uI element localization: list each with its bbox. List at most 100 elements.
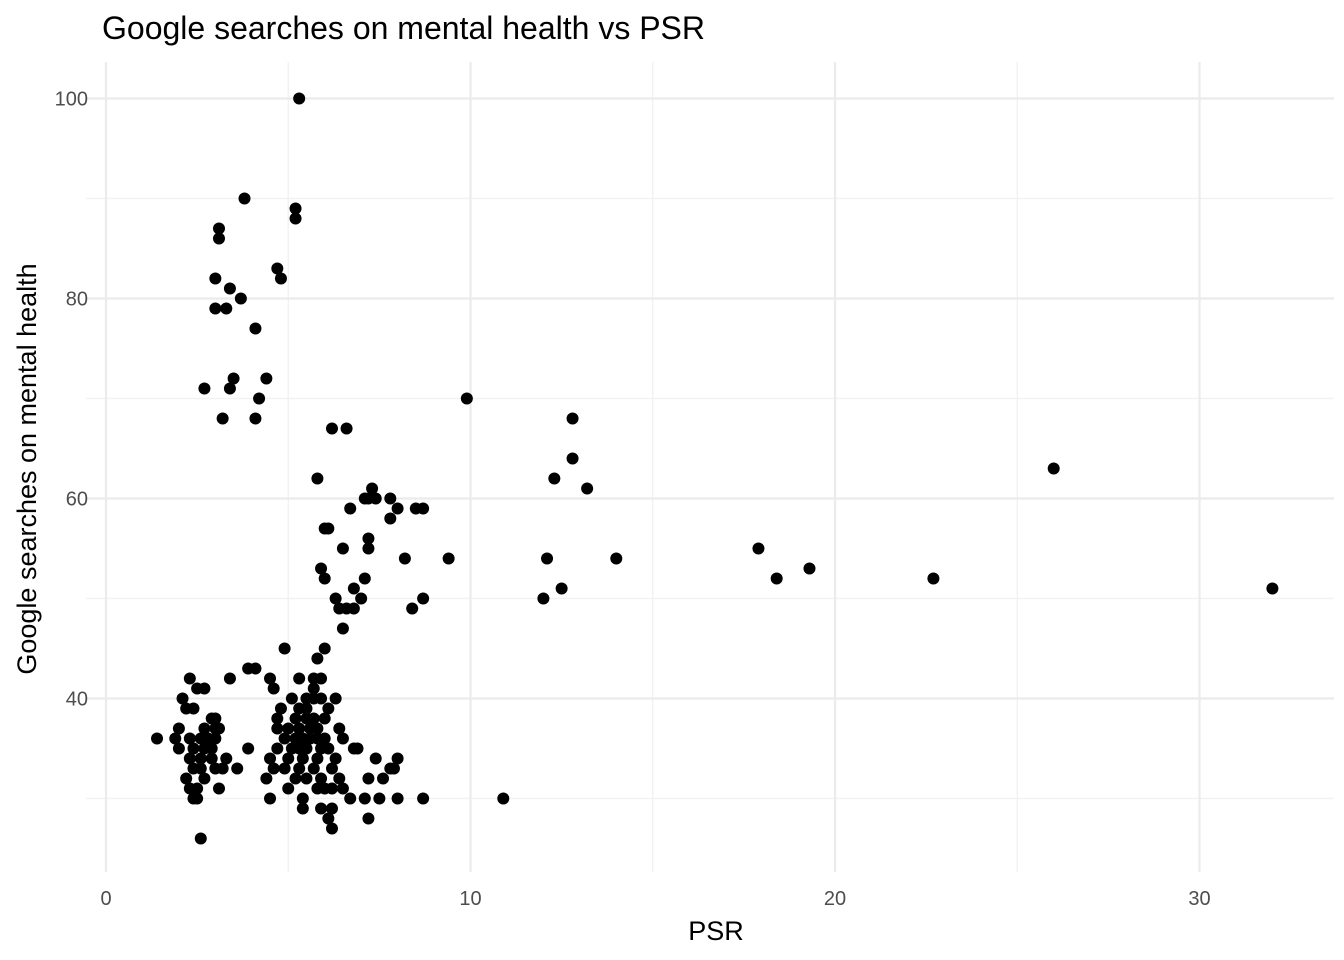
data-point — [271, 722, 284, 735]
data-point — [322, 522, 335, 535]
data-point — [151, 732, 164, 745]
data-point — [329, 692, 342, 705]
data-point — [169, 732, 182, 745]
data-points — [151, 92, 1279, 845]
data-point — [581, 482, 594, 495]
data-point — [373, 792, 386, 805]
data-point — [344, 502, 357, 515]
data-point — [770, 572, 783, 585]
data-point — [198, 722, 211, 735]
data-point — [391, 752, 404, 765]
data-point — [1266, 582, 1279, 595]
data-point — [318, 642, 331, 655]
data-point — [238, 192, 251, 205]
data-point — [209, 732, 222, 745]
data-point — [209, 302, 222, 315]
data-point — [336, 782, 349, 795]
data-point — [278, 732, 291, 745]
data-point — [220, 752, 233, 765]
y-axis-tick-labels: 40 60 80 100 — [55, 89, 88, 711]
data-point — [249, 322, 262, 335]
data-point — [311, 472, 324, 485]
data-point — [318, 732, 331, 745]
data-point — [212, 782, 225, 795]
data-point — [333, 722, 346, 735]
data-point — [406, 602, 419, 615]
data-point — [274, 272, 287, 285]
data-point — [285, 692, 298, 705]
data-point — [267, 762, 280, 775]
data-point — [325, 422, 338, 435]
data-point — [227, 372, 240, 385]
y-tick-label: 100 — [55, 89, 88, 111]
data-point — [391, 792, 404, 805]
data-point — [300, 772, 313, 785]
data-point — [289, 772, 302, 785]
data-point — [362, 492, 375, 505]
data-point — [460, 392, 473, 405]
data-point — [260, 772, 273, 785]
data-point — [296, 792, 309, 805]
data-point — [322, 812, 335, 825]
data-point — [307, 712, 320, 725]
data-point — [362, 532, 375, 545]
data-point — [300, 702, 313, 715]
x-tick-label: 10 — [459, 888, 481, 910]
x-tick-label: 30 — [1188, 888, 1210, 910]
data-point — [289, 212, 302, 225]
data-point — [300, 742, 313, 755]
data-point — [537, 592, 550, 605]
data-point — [329, 592, 342, 605]
data-point — [1047, 462, 1060, 475]
y-axis-title: Google searches on mental health — [12, 263, 42, 674]
data-point — [209, 272, 222, 285]
y-tick-label: 80 — [66, 289, 88, 311]
data-point — [220, 302, 233, 315]
data-point — [387, 762, 400, 775]
data-point — [187, 742, 200, 755]
x-tick-label: 20 — [824, 888, 846, 910]
data-point — [541, 552, 554, 565]
data-point — [329, 752, 342, 765]
data-point — [311, 722, 324, 735]
data-point — [242, 742, 255, 755]
y-tick-label: 40 — [66, 689, 88, 711]
data-point — [194, 762, 207, 775]
data-point — [355, 592, 368, 605]
data-point — [315, 802, 328, 815]
x-tick-label: 0 — [100, 888, 111, 910]
data-point — [351, 742, 364, 755]
data-point — [231, 762, 244, 775]
data-point — [497, 792, 510, 805]
data-point — [325, 822, 338, 835]
data-point — [752, 542, 765, 555]
data-point — [318, 712, 331, 725]
data-point — [366, 482, 379, 495]
data-point — [555, 582, 568, 595]
data-point — [198, 682, 211, 695]
data-point — [340, 422, 353, 435]
data-point — [267, 682, 280, 695]
data-point — [293, 722, 306, 735]
data-point — [417, 592, 430, 605]
data-point — [264, 672, 277, 685]
data-point — [253, 392, 266, 405]
data-point — [442, 552, 455, 565]
data-point — [384, 512, 397, 525]
data-point — [183, 672, 196, 685]
data-point — [216, 412, 229, 425]
data-point — [194, 832, 207, 845]
data-point — [198, 772, 211, 785]
data-point — [191, 782, 204, 795]
data-point — [362, 772, 375, 785]
data-point — [358, 792, 371, 805]
data-point — [358, 572, 371, 585]
data-point — [223, 382, 236, 395]
data-point — [260, 372, 273, 385]
data-point — [417, 792, 430, 805]
data-point — [293, 92, 306, 105]
data-point — [271, 262, 284, 275]
data-point — [610, 552, 623, 565]
data-point — [209, 712, 222, 725]
data-point — [362, 812, 375, 825]
